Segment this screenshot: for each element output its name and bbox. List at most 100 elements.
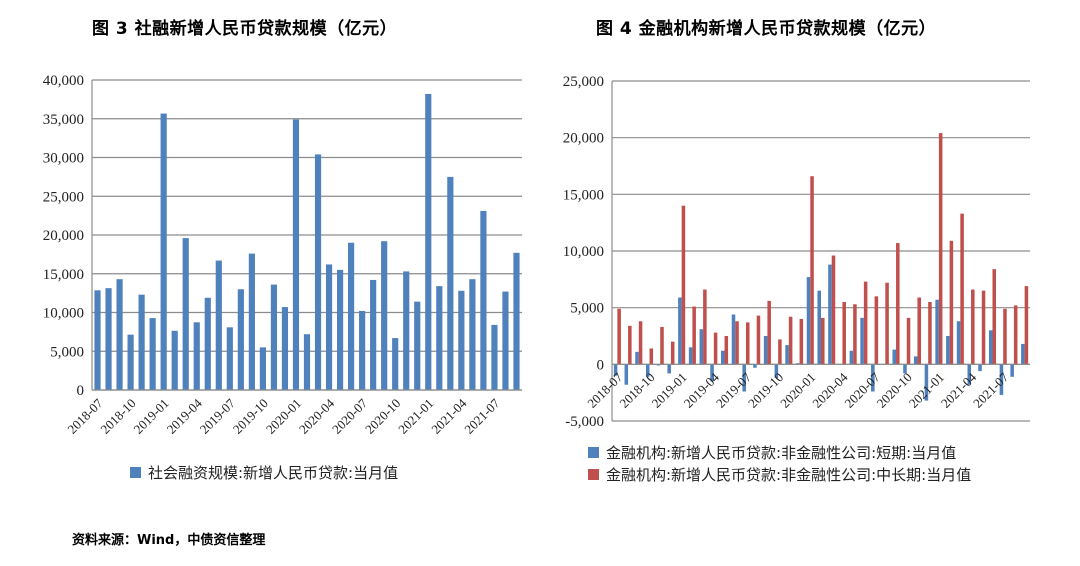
bar (1003, 308, 1007, 365)
bar (649, 348, 654, 365)
bar (381, 241, 388, 390)
y-tick-label: 20,000 (563, 131, 604, 147)
bar (638, 321, 643, 365)
bar (491, 324, 498, 390)
bar (692, 306, 696, 365)
bar (1010, 364, 1014, 377)
bar (892, 349, 897, 365)
y-tick-label: 40,000 (43, 73, 84, 89)
bar (721, 350, 725, 365)
bar (392, 338, 399, 390)
bar (628, 325, 632, 365)
bar (281, 307, 289, 390)
bar (978, 364, 982, 372)
legend-swatch-blue (588, 447, 599, 458)
figure-4-title: 图 4 金融机构新增人民币贷款规模（亿元） (596, 19, 937, 39)
bar (863, 281, 868, 365)
source-note: 资料来源：Wind，中债资信整理 (72, 533, 266, 548)
bar (992, 269, 997, 365)
x-tick-label: 2020-10 (874, 370, 915, 411)
figure-4-legend-long: 金融机构:新增人民币贷款:非金融性公司:中长期:当月值 (588, 464, 971, 485)
bar (105, 288, 112, 390)
y-tick-label: -5,000 (565, 414, 604, 430)
bar (325, 264, 333, 390)
bar (699, 329, 704, 365)
bar (960, 213, 964, 365)
bar (981, 290, 986, 365)
bar (314, 154, 322, 390)
bar (988, 330, 993, 365)
bar (885, 282, 889, 365)
bar (359, 310, 366, 390)
bar (853, 304, 857, 365)
bar (688, 347, 693, 365)
bar (645, 364, 650, 377)
bar (624, 364, 629, 385)
bar (763, 336, 768, 365)
bar (215, 260, 222, 390)
bar (713, 332, 718, 365)
bar (226, 327, 233, 390)
bar (160, 113, 167, 390)
y-tick-label: 25,000 (563, 74, 604, 90)
bar (670, 341, 675, 365)
bar (917, 297, 921, 365)
bar (348, 242, 355, 390)
bar (831, 255, 836, 365)
bar (956, 321, 961, 365)
bar (967, 364, 972, 385)
figure-4-legend-short: 金融机构:新增人民币贷款:非金融性公司:短期:当月值 (588, 442, 956, 463)
bar (447, 176, 454, 390)
bar (874, 296, 879, 365)
bar (414, 301, 421, 390)
y-tick-label: 5,000 (50, 344, 84, 360)
figure-4-legend-short-label: 金融机构:新增人民币贷款:非金融性公司:短期:当月值 (606, 444, 957, 462)
bar (756, 315, 761, 365)
bar (799, 319, 804, 365)
bar (1021, 343, 1025, 365)
bar (292, 119, 300, 391)
x-tick-label: 2021-07 (970, 369, 1012, 411)
bar (480, 210, 487, 390)
bar (127, 334, 134, 390)
y-tick-label: 5,000 (570, 301, 604, 317)
bar (774, 364, 779, 378)
chart-financial-institution-loans: -5,000 0 5,000 10,000 15,000 20,000 25,000 2018… (563, 74, 1030, 430)
bar (370, 279, 377, 390)
bar (259, 347, 266, 390)
bar (617, 308, 621, 365)
bar (860, 317, 864, 365)
bar (949, 240, 954, 365)
bar (171, 330, 178, 390)
bar (193, 322, 200, 390)
y-tick-label: 15,000 (43, 267, 84, 283)
bar (436, 286, 443, 390)
x-tick-label: 2019-10 (745, 370, 786, 411)
bar (971, 289, 975, 365)
bar (821, 317, 825, 365)
legend-swatch-red (588, 469, 599, 480)
y-tick-label: 10,000 (563, 244, 604, 260)
bar (270, 284, 278, 390)
legend-swatch-blue (130, 467, 141, 478)
bar (731, 314, 736, 365)
bar (248, 253, 255, 390)
bar (237, 289, 244, 390)
bar (913, 356, 918, 365)
bar (903, 364, 907, 374)
bar (788, 316, 793, 365)
bar (458, 290, 465, 390)
y-tick-label: 30,000 (43, 151, 84, 167)
y-tick-label: 25,000 (43, 189, 84, 205)
figure-3-legend: 社会融资规模:新增人民币贷款:当月值 (130, 462, 398, 483)
bar (778, 339, 782, 365)
y-tick-label: 15,000 (563, 187, 604, 203)
bar (724, 336, 729, 365)
bar (403, 271, 410, 390)
y-tick-label: 0 (77, 383, 85, 399)
bar (817, 290, 821, 365)
bar (681, 205, 686, 365)
bar (513, 252, 520, 390)
x-tick-label: 2020-01 (777, 370, 818, 411)
bar (425, 93, 432, 390)
